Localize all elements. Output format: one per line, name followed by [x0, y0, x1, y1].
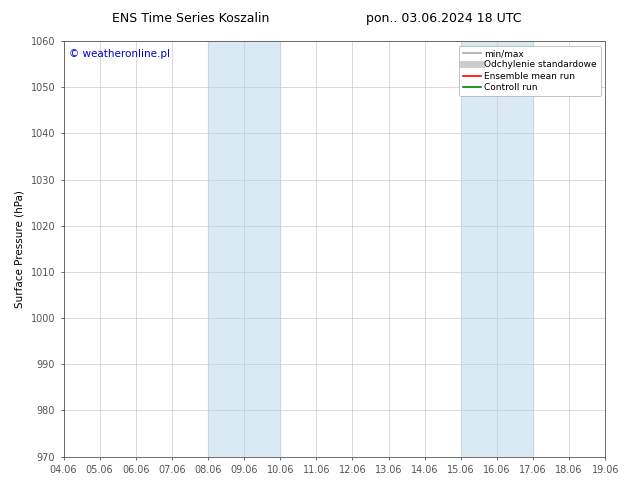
Text: pon.. 03.06.2024 18 UTC: pon.. 03.06.2024 18 UTC — [366, 12, 522, 25]
Text: ENS Time Series Koszalin: ENS Time Series Koszalin — [112, 12, 269, 25]
Y-axis label: Surface Pressure (hPa): Surface Pressure (hPa) — [15, 190, 25, 308]
Legend: min/max, Odchylenie standardowe, Ensemble mean run, Controll run: min/max, Odchylenie standardowe, Ensembl… — [459, 46, 601, 96]
Bar — [461, 41, 533, 457]
Bar — [208, 41, 280, 457]
Text: © weatheronline.pl: © weatheronline.pl — [69, 49, 170, 59]
